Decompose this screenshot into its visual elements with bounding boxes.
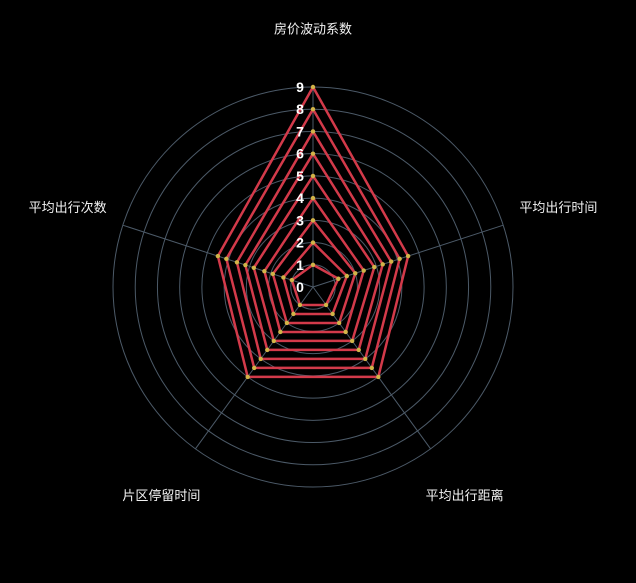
radar-point-series-9 — [215, 253, 221, 259]
radar-point-series-5 — [251, 265, 257, 270]
radar-point-series-4 — [262, 269, 267, 274]
radar-series-9 — [216, 85, 410, 379]
radar-point-series-4 — [361, 268, 366, 273]
radar-series-5 — [252, 174, 376, 343]
radar-series-4 — [263, 196, 365, 334]
radar-point-series-5 — [271, 338, 277, 344]
radar-point-series-8 — [310, 107, 316, 112]
indicator-label: 片区停留时间 — [122, 488, 200, 503]
radar-point-series-7 — [310, 129, 316, 134]
radar-series-8 — [225, 107, 401, 370]
radar-point-series-3 — [270, 271, 276, 277]
radar-point-series-9 — [376, 374, 381, 380]
radar-point-series-5 — [310, 173, 316, 179]
radial-tick-label: 5 — [296, 168, 304, 184]
radial-tick-label: 2 — [296, 235, 304, 251]
radial-tick-label: 9 — [296, 79, 304, 95]
radar-point-series-4 — [310, 195, 316, 201]
radial-tick-label: 1 — [296, 257, 304, 273]
radar-point-series-3 — [336, 320, 342, 326]
radar-point-series-1 — [336, 276, 341, 281]
radar-point-series-8 — [252, 365, 257, 371]
radar-point-series-3 — [284, 320, 290, 326]
radar-series-1 — [290, 263, 340, 307]
radar-point-series-6 — [356, 347, 361, 353]
radial-tick-label: 0 — [296, 279, 304, 295]
radar-point-series-7 — [389, 259, 394, 264]
radar-point-series-8 — [224, 256, 229, 262]
radar-series-2 — [282, 241, 349, 316]
radar-point-series-7 — [258, 356, 263, 362]
radar-point-series-1 — [323, 302, 329, 308]
radar-point-series-2 — [281, 275, 286, 280]
radar-point-series-6 — [243, 262, 248, 268]
radar-series-3 — [271, 219, 357, 325]
radar-point-series-8 — [397, 256, 402, 262]
radar-point-series-1 — [310, 262, 316, 267]
radar-point-series-1 — [289, 277, 295, 283]
radar-point-series-7 — [363, 356, 368, 362]
radar-point-series-4 — [343, 329, 348, 335]
radar-point-series-5 — [372, 264, 377, 270]
indicator-label: 平均出行次数 — [29, 200, 107, 215]
radar-point-series-2 — [344, 273, 350, 279]
radar-point-series-9 — [310, 84, 316, 90]
radar-point-series-4 — [278, 329, 283, 335]
radar-point-series-9 — [245, 374, 250, 380]
indicator-label: 房价波动系数 — [274, 22, 352, 37]
radar-point-series-6 — [380, 262, 385, 267]
radar-point-series-1 — [297, 302, 303, 308]
radar-series-7 — [235, 130, 393, 361]
radar-point-series-7 — [234, 260, 240, 265]
radar-point-series-6 — [310, 151, 316, 156]
indicator-label: 平均出行距离 — [426, 488, 504, 503]
radar-point-series-8 — [369, 365, 374, 371]
radar-point-series-3 — [353, 271, 358, 276]
radial-tick-label: 7 — [296, 123, 304, 139]
radar-series-group — [215, 84, 411, 380]
radar-point-series-2 — [310, 240, 316, 245]
radial-tick-label: 8 — [296, 101, 304, 117]
radar-point-series-2 — [291, 311, 296, 317]
radar-point-series-9 — [405, 253, 411, 259]
radar-grid — [112, 86, 514, 488]
radar-point-series-2 — [330, 311, 335, 317]
indicator-label: 平均出行时间 — [519, 200, 597, 215]
radial-tick-label: 6 — [296, 146, 304, 162]
radial-tick-label: 4 — [296, 190, 304, 206]
radar-point-series-5 — [349, 338, 355, 344]
radar-point-series-3 — [310, 218, 316, 223]
radial-tick-label: 3 — [296, 212, 304, 228]
radar-point-series-6 — [265, 347, 270, 353]
radar-series-6 — [244, 152, 384, 352]
